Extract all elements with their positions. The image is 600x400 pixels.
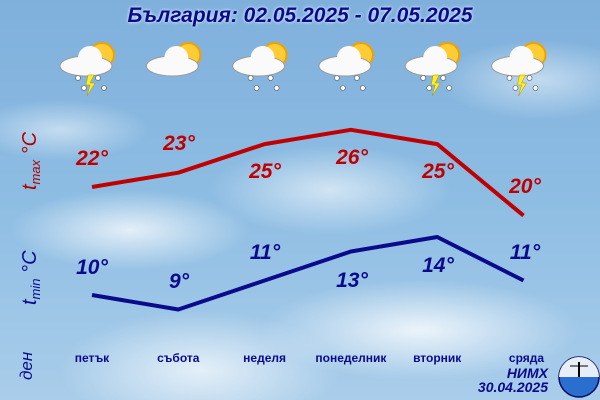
tmax-label: 26° [335,146,368,169]
day-label: неделя [243,351,286,365]
weather-icon-sun-cloud [145,42,202,77]
tmin-label: 9° [169,270,190,293]
tmin-label: 11° [250,241,281,264]
day-label: сряда [509,351,544,365]
tmax-line [91,127,525,218]
weather-icon-sun-cloud-rain-thunder [404,42,461,97]
tmin-label: 11° [510,241,541,264]
weather-icon-sun-cloud-rain [318,42,374,91]
issue-date: 30.04.2025 [477,379,548,395]
tmin-axis-label: tmin °C [19,250,43,305]
tmax-axis-label: tmax °C [19,131,43,190]
day-label: петък [75,351,110,365]
tmax-label: 25° [248,160,281,183]
weather-icon-sun-cloud-rain-thunder [59,42,115,97]
tmax-label: 25° [421,160,454,183]
tmax-label: 22° [75,147,108,170]
tmin-line [91,235,525,312]
tmax-label: 23° [162,132,195,155]
day-label: понеделник [315,351,387,365]
tmax-label: 20° [508,175,541,198]
tmin-label: 10° [76,256,108,279]
x-axis-label: ден [17,351,36,380]
day-label: събота [157,351,200,365]
weather-icon-sun-cloud-rain-thunder [491,42,547,97]
chart-title: България: 02.05.2025 - 07.05.2025 [127,4,473,27]
tmin-label: 14° [422,254,454,277]
weather-icon-sun-cloud-rain [232,42,288,91]
org-label: НИМХ [506,365,548,381]
tmin-label: 13° [336,269,368,292]
day-label: вторник [413,351,462,365]
